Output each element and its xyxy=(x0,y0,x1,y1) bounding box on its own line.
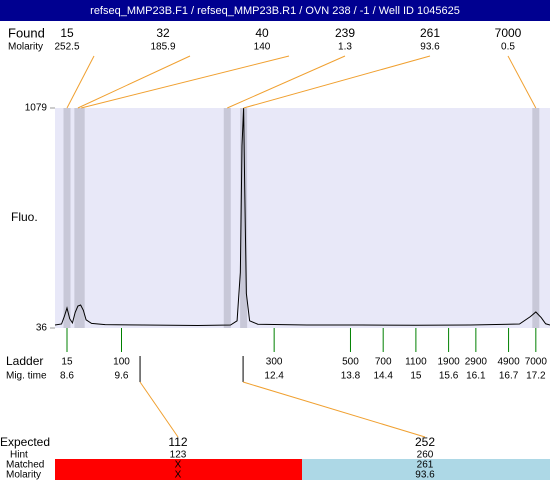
found-size: 7000 xyxy=(495,26,522,40)
found-size: 261 xyxy=(420,26,440,40)
mig-time-label: Mig. time xyxy=(6,371,47,382)
match-bar xyxy=(302,459,550,480)
found-molarity: 1.3 xyxy=(338,42,352,53)
matched-label: Matched xyxy=(6,460,44,471)
found-size: 32 xyxy=(156,26,170,40)
peak-band xyxy=(63,108,71,328)
found-molarity: 93.6 xyxy=(420,42,440,53)
ladder-time: 9.6 xyxy=(115,371,129,382)
ladder-time: 15.6 xyxy=(439,371,459,382)
found-molarity: 0.5 xyxy=(501,42,515,53)
expected-connector xyxy=(139,381,179,438)
found-connector xyxy=(81,55,290,109)
ladder-time: 15 xyxy=(410,371,422,382)
ladder-size: 15 xyxy=(61,357,73,368)
found-molarity: 252.5 xyxy=(54,42,79,53)
ladder-time: 13.8 xyxy=(341,371,361,382)
expected-matched: 261 xyxy=(417,460,434,471)
match-bar xyxy=(55,459,302,480)
ladder-time: 17.2 xyxy=(526,371,546,382)
found-connector xyxy=(77,55,191,109)
found-size: 15 xyxy=(60,26,74,40)
hint-label: Hint xyxy=(10,450,28,461)
found-connector xyxy=(507,55,537,109)
ladder-size: 500 xyxy=(342,357,359,368)
ladder-size: 1900 xyxy=(437,357,460,368)
molarity-label: Molarity xyxy=(8,42,43,53)
title: refseq_MMP23B.F1 / refseq_MMP23B.R1 / OV… xyxy=(90,5,460,17)
found-connector xyxy=(66,55,95,109)
expected-hint: 260 xyxy=(417,450,434,461)
found-molarity: 140 xyxy=(254,42,271,53)
trace xyxy=(54,107,550,326)
ladder-time: 14.4 xyxy=(373,371,393,382)
expected-matched: X xyxy=(175,460,182,471)
ladder-time: 8.6 xyxy=(60,371,74,382)
expected-hint: 123 xyxy=(170,450,187,461)
ladder-size: 700 xyxy=(375,357,392,368)
ladder-size: 1100 xyxy=(405,357,427,368)
expected-size: 112 xyxy=(168,435,187,449)
found-size: 40 xyxy=(255,26,269,40)
expected-molarity-label: Molarity xyxy=(6,470,41,480)
peak-band xyxy=(532,108,540,328)
plot-area xyxy=(55,108,550,328)
ladder-time: 12.4 xyxy=(264,371,284,382)
ladder-size: 7000 xyxy=(525,357,548,368)
y-tick-label: 36 xyxy=(36,323,48,334)
ladder-label: Ladder xyxy=(6,354,43,368)
y-tick-label: 1079 xyxy=(25,103,48,114)
found-connector xyxy=(227,55,346,109)
expected-connector xyxy=(242,381,426,438)
expected-molarity: X xyxy=(175,470,182,480)
found-molarity: 185.9 xyxy=(150,42,175,53)
found-label: Found xyxy=(8,25,45,40)
expected-label: Expected xyxy=(0,435,50,449)
ladder-size: 2900 xyxy=(465,357,488,368)
peak-band xyxy=(223,108,231,328)
peak-band xyxy=(77,108,85,328)
found-connector xyxy=(243,55,431,109)
expected-molarity: 93.6 xyxy=(415,470,435,480)
ladder-size: 300 xyxy=(266,357,283,368)
title-bar xyxy=(0,0,550,21)
ladder-time: 16.7 xyxy=(499,371,519,382)
ladder-time: 16.1 xyxy=(466,371,486,382)
expected-size: 252 xyxy=(415,435,435,449)
found-size: 239 xyxy=(335,26,355,40)
y-axis-label: Fluo. xyxy=(11,210,38,224)
ladder-size: 4900 xyxy=(497,357,520,368)
ladder-size: 100 xyxy=(113,357,130,368)
peak-band xyxy=(240,108,248,328)
